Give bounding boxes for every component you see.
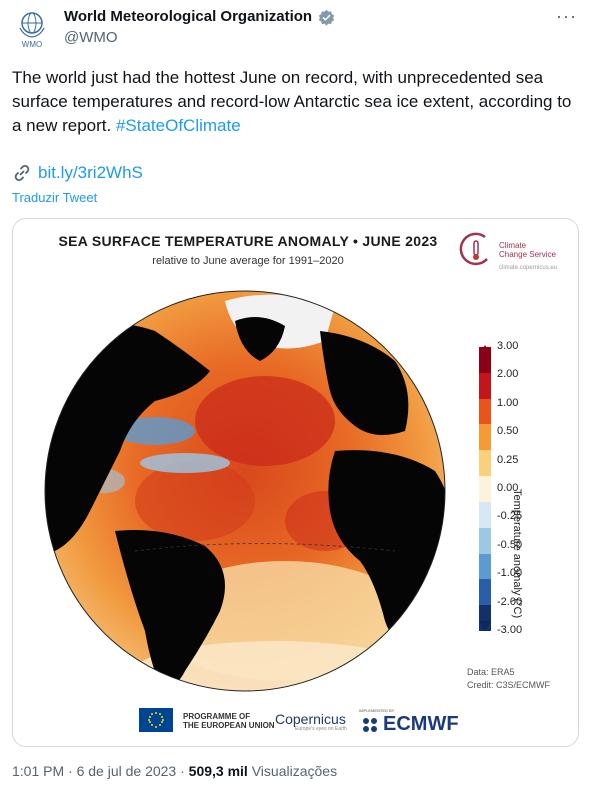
verified-badge-icon [318, 9, 335, 26]
hashtag-link[interactable]: #StateOfClimate [115, 116, 241, 135]
figure-title: SEA SURFACE TEMPERATURE ANOMALY • JUNE 2… [58, 233, 438, 249]
short-link-text[interactable]: bit.ly/3ri2WhS [38, 163, 143, 182]
data-credit: Data: ERA5 Credit: C3S/ECMWF [467, 666, 550, 692]
scale-tick-label: 2.00 [497, 368, 519, 381]
sst-globe-map [44, 290, 446, 692]
scale-segment [479, 372, 491, 399]
avatar[interactable]: WMO [10, 6, 54, 50]
link-icon [14, 165, 30, 181]
scale-segment [479, 398, 491, 425]
scale-tick-label: 1.00 [497, 396, 519, 409]
scale-tick-label: 0.50 [497, 425, 519, 438]
eu-flag-icon [139, 708, 173, 732]
scale-tick-label: -0.25 [497, 510, 523, 523]
copernicus-name: Copernicus [275, 711, 346, 727]
scale-tick-label: -3.00 [497, 624, 523, 636]
view-count: 509,3 mil [188, 763, 248, 779]
c3s-name: Climate Change Service [499, 241, 556, 259]
color-scale-bar [479, 347, 491, 631]
scale-tick-label: -2.00 [497, 595, 523, 608]
scale-segment [479, 527, 491, 554]
tweet-body: The world just had the hottest June on r… [12, 68, 572, 135]
tweet-media-image[interactable]: SEA SURFACE TEMPERATURE ANOMALY • JUNE 2… [12, 218, 579, 747]
wmo-logo: WMO [19, 12, 45, 49]
scale-tick-label: 0.25 [497, 453, 519, 466]
short-link[interactable]: bit.ly/3ri2WhS [12, 163, 143, 183]
author-handle[interactable]: @WMO [64, 29, 118, 46]
ecmwf-name: ECMWF [383, 713, 459, 735]
c3s-url: climate.copernicus.eu [499, 265, 558, 271]
scale-segment [479, 424, 491, 451]
scale-tick-label: 0.00 [497, 482, 519, 494]
copernicus-tagline: Europe's eyes on Earth [295, 726, 347, 732]
tweet-timestamp[interactable]: 1:01 PM · 6 de jul de 2023 · [12, 763, 189, 779]
scale-segment [479, 579, 491, 606]
scale-tick-label: 3.00 [497, 340, 519, 352]
copernicus-logo: Copernicus [275, 711, 346, 727]
scale-segment [479, 347, 491, 373]
eu-programme-text: PROGRAMME OF THE EUROPEAN UNION [183, 712, 275, 730]
scale-tick-label: -1.00 [497, 567, 523, 580]
figure-subtitle: relative to June average for 1991–2020 [152, 255, 344, 267]
scale-axis-label: Temperature anomaly (°C) [511, 489, 523, 619]
svg-text:WMO: WMO [22, 40, 42, 49]
tweet-text: The world just had the hottest June on r… [12, 66, 582, 138]
credit: Credit: C3S/ECMWF [467, 680, 551, 690]
ecmwf-mark-icon [363, 717, 377, 732]
scale-segment [479, 450, 491, 477]
scale-tick-label: -0.50 [497, 538, 523, 551]
c3s-logo-icon [459, 232, 488, 266]
ecmwf-tag: IMPLEMENTED BY [359, 708, 395, 713]
views-label: Visualizações [247, 763, 338, 779]
scale-arrow-down-icon [479, 621, 491, 631]
ecmwf-logo: ECMWF [361, 713, 459, 736]
scale-segment [479, 501, 491, 528]
scale-segment [479, 476, 491, 502]
data-source: Data: ERA5 [467, 667, 515, 677]
translate-link[interactable]: Traduzir Tweet [12, 190, 98, 205]
tweet-meta: 1:01 PM · 6 de jul de 2023 · 509,3 mil V… [12, 763, 337, 779]
more-options-icon[interactable]: ··· [556, 6, 577, 26]
author-name[interactable]: World Meteorological Organization [64, 8, 313, 25]
scale-segment [479, 553, 491, 580]
